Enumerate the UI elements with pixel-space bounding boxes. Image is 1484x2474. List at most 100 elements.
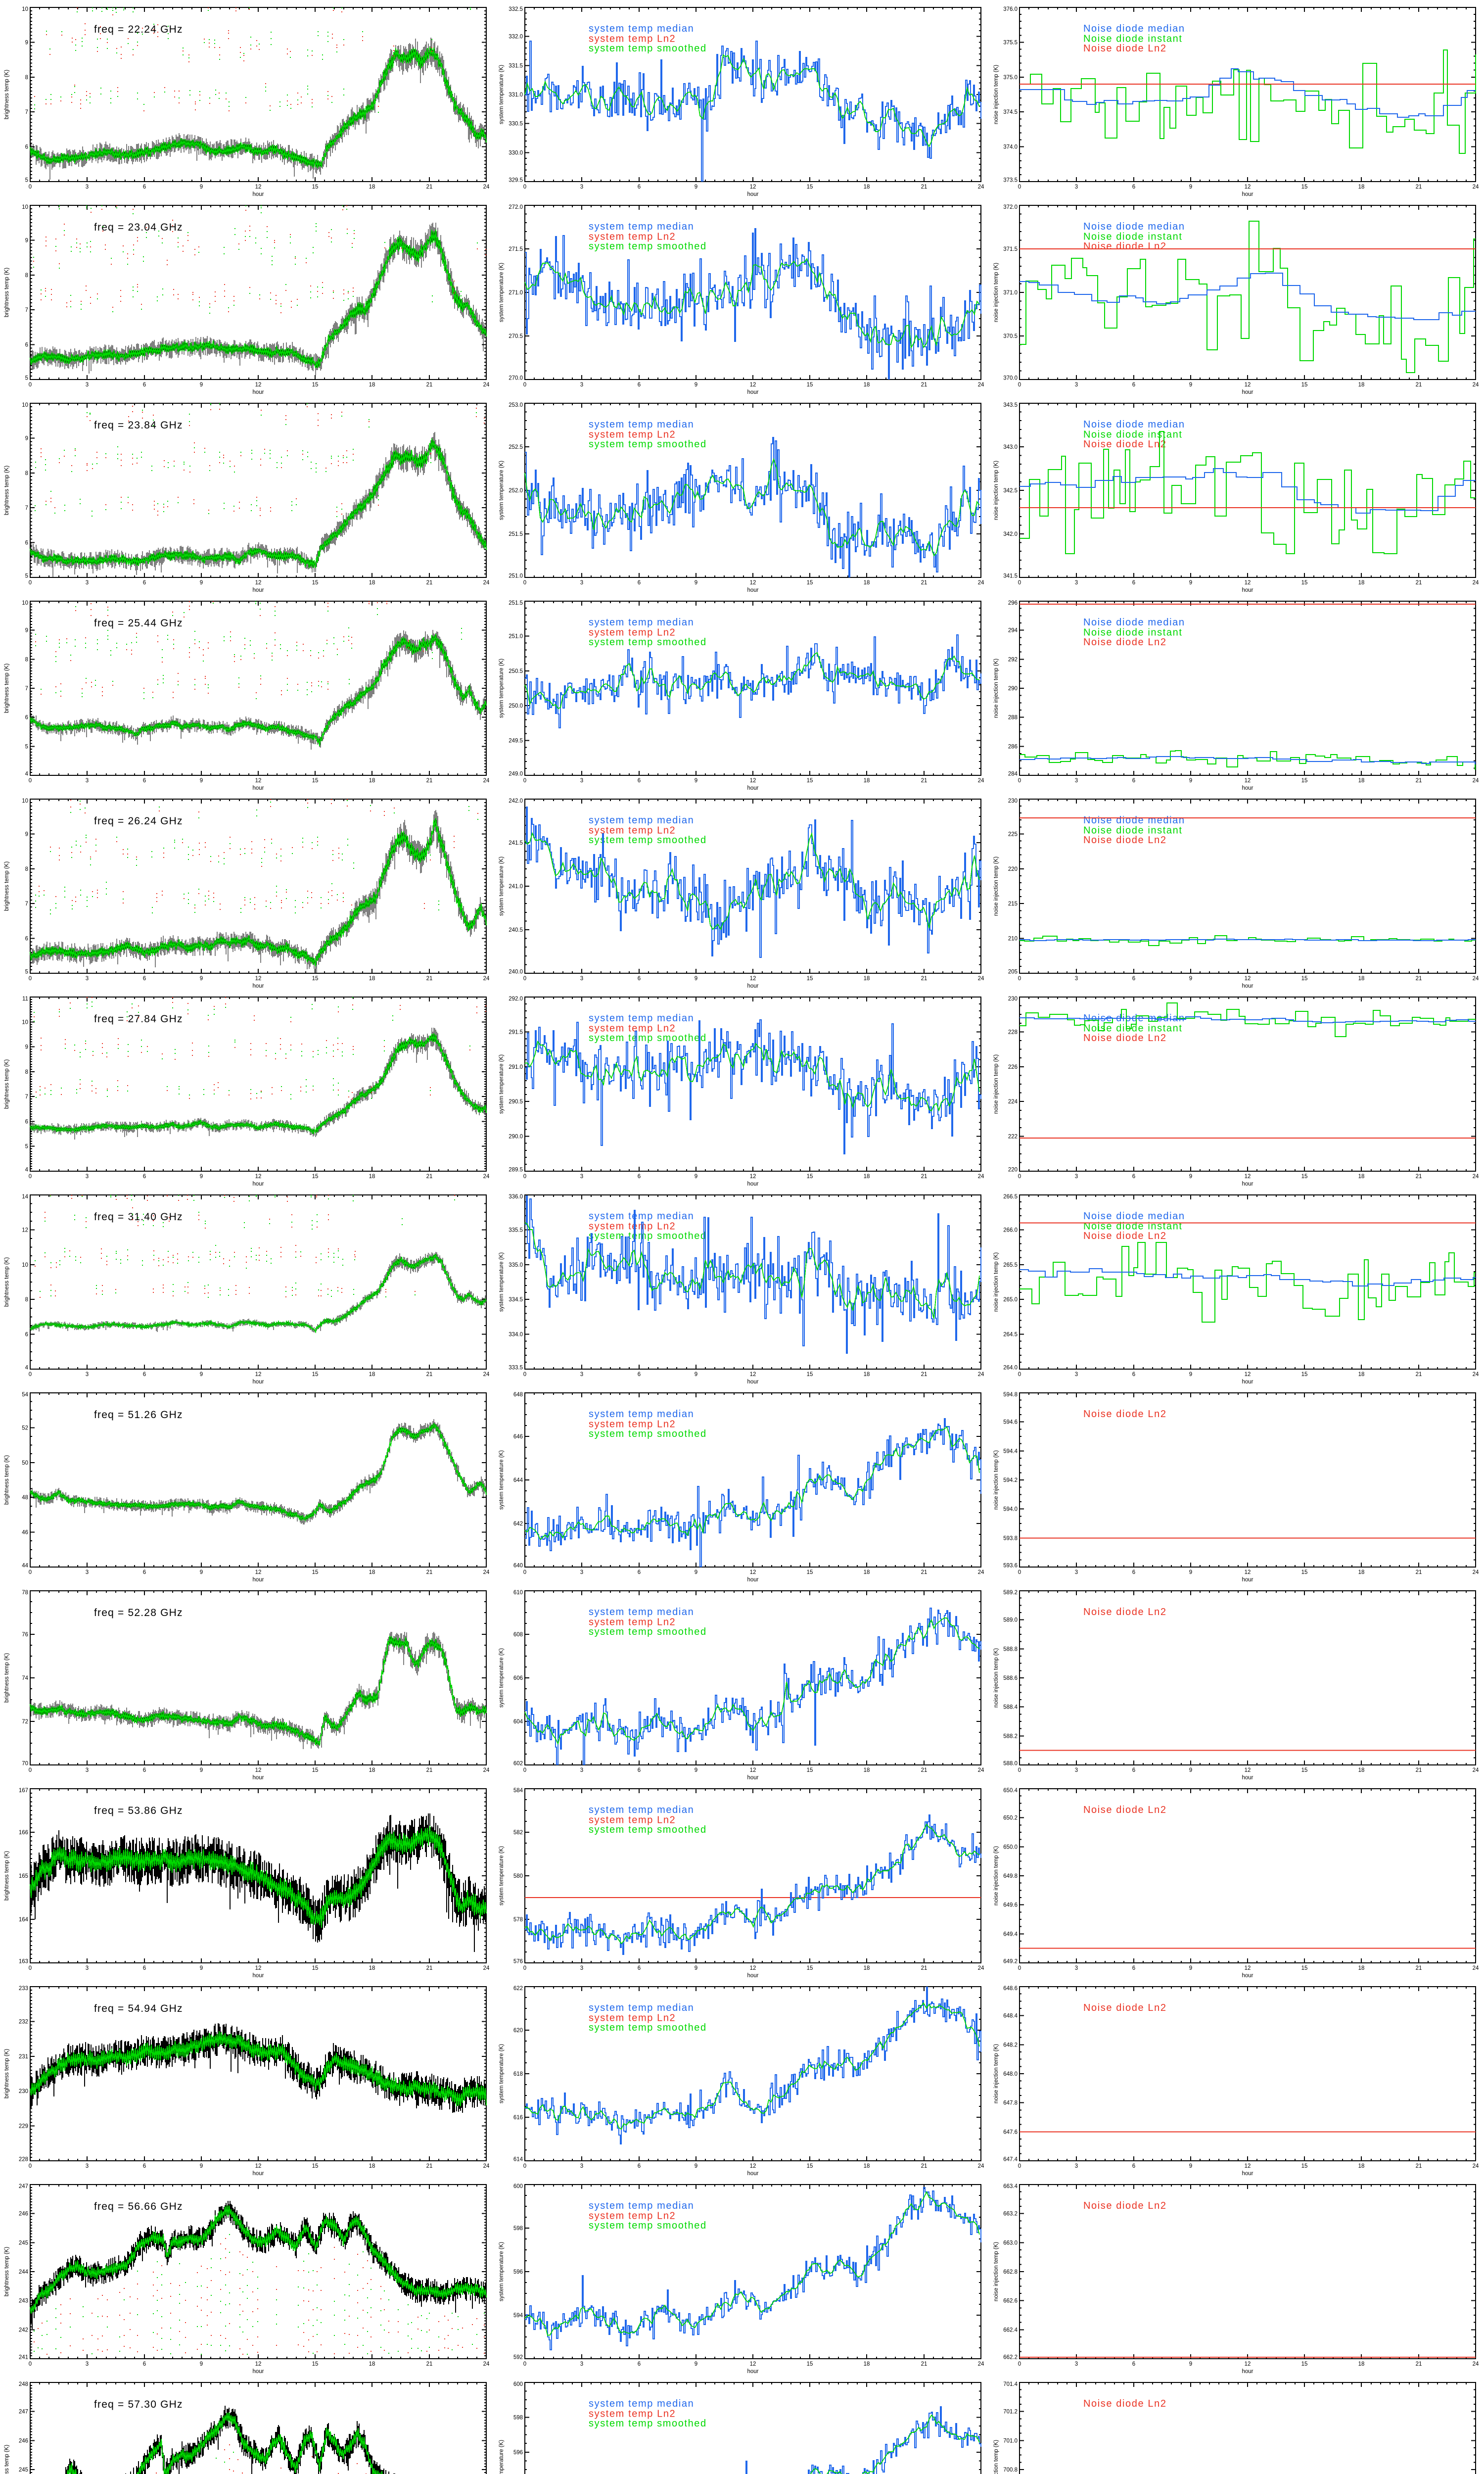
svg-text:21: 21	[426, 1174, 433, 1180]
svg-text:21: 21	[426, 1570, 433, 1575]
svg-text:0: 0	[29, 1767, 32, 1773]
svg-text:hour: hour	[747, 2171, 758, 2177]
svg-text:18: 18	[369, 1570, 375, 1575]
svg-text:18: 18	[1358, 976, 1365, 982]
svg-text:15: 15	[312, 580, 319, 586]
svg-text:18: 18	[1358, 2163, 1365, 2169]
svg-text:588.8: 588.8	[1003, 1646, 1018, 1652]
svg-text:650.4: 650.4	[1003, 1788, 1018, 1794]
svg-text:6: 6	[143, 184, 146, 190]
svg-text:9: 9	[200, 1372, 203, 1378]
svg-text:system temp smoothed: system temp smoothed	[589, 1626, 707, 1637]
svg-text:593.6: 593.6	[1003, 1563, 1018, 1569]
svg-text:Noise diode median: Noise diode median	[1083, 221, 1185, 232]
svg-text:588.6: 588.6	[1003, 1675, 1018, 1681]
svg-text:18: 18	[1358, 382, 1365, 388]
svg-text:10: 10	[22, 600, 28, 606]
svg-text:8: 8	[25, 273, 28, 279]
svg-text:286: 286	[1008, 744, 1018, 750]
svg-text:noise injection temp (K): noise injection temp (K)	[993, 856, 999, 916]
svg-text:662.4: 662.4	[1003, 2327, 1018, 2333]
svg-text:15: 15	[312, 2361, 319, 2367]
svg-text:701.2: 701.2	[1003, 2409, 1018, 2415]
svg-text:6: 6	[143, 1174, 146, 1180]
svg-text:594.6: 594.6	[1003, 1420, 1018, 1426]
svg-text:18: 18	[864, 1767, 870, 1773]
svg-text:247: 247	[19, 2409, 28, 2415]
svg-text:620: 620	[513, 2028, 523, 2034]
svg-text:0: 0	[523, 1372, 526, 1378]
svg-text:215: 215	[1008, 901, 1018, 907]
svg-text:15: 15	[807, 1570, 813, 1575]
svg-text:608: 608	[513, 1632, 523, 1638]
svg-text:9: 9	[25, 628, 28, 634]
svg-text:333.5: 333.5	[509, 1365, 523, 1371]
svg-text:24: 24	[1473, 2163, 1479, 2169]
svg-text:3: 3	[86, 1372, 89, 1378]
svg-text:0: 0	[523, 976, 526, 982]
svg-text:9: 9	[200, 580, 203, 586]
svg-text:24: 24	[978, 1372, 984, 1378]
svg-text:9: 9	[25, 1045, 28, 1050]
svg-text:329.5: 329.5	[509, 178, 523, 184]
svg-text:76: 76	[22, 1632, 28, 1638]
svg-text:21: 21	[1416, 778, 1422, 784]
svg-text:0: 0	[29, 976, 32, 982]
svg-text:12: 12	[255, 976, 262, 982]
svg-text:290: 290	[1008, 686, 1018, 692]
svg-text:brightness temp (K): brightness temp (K)	[4, 70, 10, 120]
svg-text:12: 12	[1245, 778, 1251, 784]
svg-text:6: 6	[25, 540, 28, 546]
svg-text:18: 18	[1358, 1372, 1365, 1378]
svg-text:15: 15	[1301, 382, 1308, 388]
svg-text:24: 24	[978, 184, 984, 190]
svg-text:12: 12	[1245, 1570, 1251, 1575]
svg-text:freq = 23.84 GHz: freq = 23.84 GHz	[94, 420, 183, 431]
svg-text:648.0: 648.0	[1003, 2071, 1018, 2077]
svg-text:8: 8	[25, 1297, 28, 1303]
svg-text:7: 7	[25, 901, 28, 907]
svg-text:3: 3	[580, 976, 583, 982]
svg-text:10: 10	[22, 402, 28, 408]
svg-text:0: 0	[29, 382, 32, 388]
svg-text:580: 580	[513, 1873, 523, 1879]
svg-text:hour: hour	[747, 1973, 758, 1979]
svg-text:596: 596	[513, 2269, 523, 2275]
svg-text:616: 616	[513, 2115, 523, 2121]
svg-text:system temp median: system temp median	[589, 2398, 694, 2409]
svg-text:341.5: 341.5	[1003, 573, 1018, 579]
svg-text:9: 9	[1189, 2361, 1192, 2367]
svg-text:18: 18	[369, 2163, 375, 2169]
svg-text:648.2: 648.2	[1003, 2042, 1018, 2048]
svg-text:24: 24	[1473, 1570, 1479, 1575]
svg-text:270.0: 270.0	[509, 376, 523, 381]
svg-text:21: 21	[921, 976, 928, 982]
svg-text:12: 12	[750, 976, 756, 982]
svg-text:10: 10	[22, 204, 28, 210]
svg-text:18: 18	[864, 778, 870, 784]
svg-text:618: 618	[513, 2071, 523, 2077]
svg-text:hour: hour	[1242, 1775, 1253, 1781]
svg-text:6: 6	[143, 976, 146, 982]
svg-text:336.0: 336.0	[509, 1194, 523, 1200]
svg-text:6: 6	[25, 342, 28, 348]
svg-text:230: 230	[19, 2089, 28, 2094]
svg-text:648: 648	[513, 1392, 523, 1398]
svg-text:46: 46	[22, 1530, 28, 1536]
svg-text:335.5: 335.5	[509, 1227, 523, 1233]
svg-text:9: 9	[1189, 1767, 1192, 1773]
svg-text:0: 0	[523, 1767, 526, 1773]
svg-text:15: 15	[807, 1372, 813, 1378]
svg-text:15: 15	[312, 2163, 319, 2169]
svg-text:647.4: 647.4	[1003, 2157, 1018, 2163]
svg-text:649.4: 649.4	[1003, 1931, 1018, 1937]
svg-text:246: 246	[19, 2438, 28, 2444]
svg-text:288: 288	[1008, 715, 1018, 721]
svg-text:9: 9	[695, 778, 697, 784]
svg-text:271.0: 271.0	[509, 290, 523, 296]
svg-text:588.2: 588.2	[1003, 1733, 1018, 1739]
svg-text:3: 3	[1075, 1570, 1078, 1575]
svg-text:noise injection temp (K): noise injection temp (K)	[993, 659, 999, 718]
svg-text:247: 247	[19, 2184, 28, 2189]
svg-text:21: 21	[921, 2163, 928, 2169]
